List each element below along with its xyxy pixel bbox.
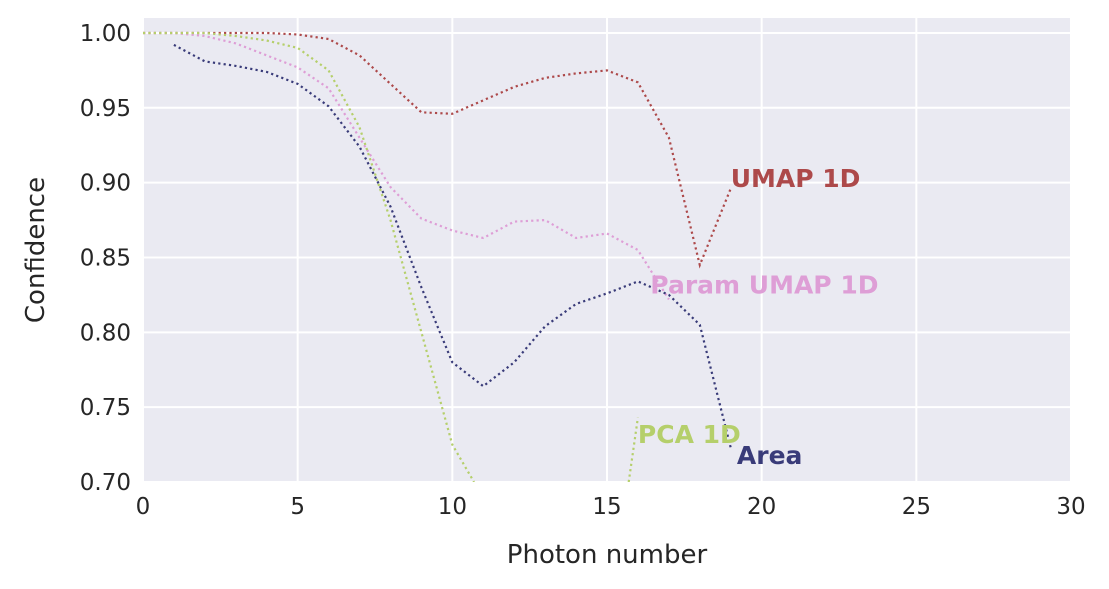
x-tick-label: 5 [290,494,305,520]
x-tick-label: 0 [136,494,151,520]
x-tick-label: 30 [1056,494,1085,520]
x-tick-label: 15 [592,494,621,520]
x-axis-ticks: 0 5 10 15 20 25 30 [136,494,1086,520]
series-label-pca-1d: PCA 1D [638,420,741,449]
series-label-area: Area [737,441,803,470]
grid [142,18,1072,483]
series-label-umap-1d: UMAP 1D [731,164,861,193]
y-tick-label: 0.90 [80,171,131,197]
x-tick-label: 20 [747,494,776,520]
y-axis-ticks: 0.70 0.75 0.80 0.85 0.90 0.95 1.00 [80,21,131,496]
series-line-pca-1d [143,31,639,482]
y-tick-label: 0.70 [80,470,131,496]
y-tick-label: 0.85 [80,245,131,271]
series-line-umap-1d [143,31,732,269]
y-axis-label: Confidence [21,177,51,323]
series-label-param-umap-1d: Param UMAP 1D [650,270,878,299]
y-tick-label: 0.80 [80,320,131,346]
y-tick-label: 0.75 [80,395,131,421]
x-axis-label: Photon number [507,540,708,570]
y-tick-label: 0.95 [80,96,131,122]
series-line-area [173,43,732,448]
x-tick-label: 10 [438,494,467,520]
series-layer [143,31,732,482]
x-tick-label: 25 [902,494,931,520]
series-line-param-umap-1d [143,31,670,300]
y-tick-label: 1.00 [80,21,131,47]
